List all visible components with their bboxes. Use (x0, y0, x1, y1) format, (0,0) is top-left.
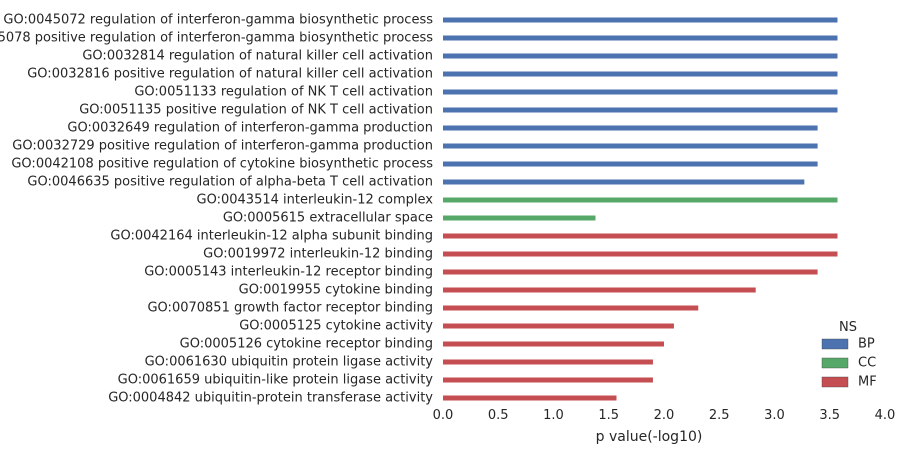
y-tick-label: GO:0032816 positive regulation of natura… (27, 67, 433, 82)
bar-mf (443, 233, 838, 239)
bar-bp (443, 71, 838, 77)
legend-label-cc: CC (858, 356, 876, 371)
bar-bp (443, 143, 818, 149)
y-tick-label: GO:0042108 positive regulation of cytoki… (11, 157, 433, 172)
y-tick-label: GO:0046635 positive regulation of alpha-… (27, 175, 433, 190)
y-tick-label: GO:0005615 extracellular space (223, 211, 433, 226)
y-tick-label: GO:0032729 positive regulation of interf… (12, 139, 433, 154)
y-tick-label: GO:0051135 positive regulation of NK T c… (79, 103, 433, 118)
x-axis-label: p value(-log10) (596, 429, 703, 445)
bar-mf (443, 377, 653, 383)
legend-label-bp: BP (858, 337, 875, 352)
bar-bp (443, 125, 818, 131)
bar-mf (443, 359, 653, 365)
x-tick-label: 0.0 (433, 408, 454, 423)
y-tick-label: GO:0042164 interleukin-12 alpha subunit … (110, 229, 433, 244)
y-tick-label: GO:0019955 cytokine binding (239, 283, 433, 298)
bar-bp (443, 179, 805, 185)
y-tick-label: GO:0004842 ubiquitin-protein transferase… (108, 391, 433, 406)
y-tick-label: GO:0070851 growth factor receptor bindin… (147, 301, 433, 316)
bar-bp (443, 53, 838, 59)
bar-bp (443, 89, 838, 95)
legend-swatch-bp (821, 338, 849, 350)
bar-mf (443, 323, 674, 329)
bar-bp (443, 35, 838, 41)
y-tick-label: GO:0045078 positive regulation of interf… (0, 31, 433, 46)
bar-bp (443, 161, 818, 167)
bar-mf (443, 395, 617, 401)
bar-bp (443, 17, 838, 23)
x-tick-label: 1.0 (543, 408, 564, 423)
bars-group (443, 17, 838, 401)
y-tick-label: GO:0061659 ubiquitin-like protein ligase… (118, 373, 434, 388)
x-tick-label: 4.0 (875, 408, 896, 423)
legend-swatch-mf (821, 376, 849, 388)
y-tick-label: GO:0032814 regulation of natural killer … (82, 49, 433, 64)
y-tick-labels: GO:0045072 regulation of interferon-gamm… (0, 13, 433, 406)
y-tick-label: GO:0043514 interleukin-12 complex (197, 193, 434, 208)
x-tick-label: 2.5 (709, 408, 730, 423)
bar-cc (443, 197, 838, 203)
legend-title: NS (839, 320, 857, 335)
bar-mf (443, 305, 699, 311)
bar-bp (443, 107, 838, 113)
y-tick-label: GO:0051133 regulation of NK T cell activ… (134, 85, 433, 100)
y-tick-label: GO:0019972 interleukin-12 binding (203, 247, 433, 262)
x-tick-labels: 0.0 0.5 1.0 1.5 2.0 2.5 3.0 3.5 4.0 (433, 408, 896, 423)
y-tick-label: GO:0032649 regulation of interferon-gamm… (67, 121, 433, 136)
y-tick-label: GO:0005143 interleukin-12 receptor bindi… (144, 265, 433, 280)
y-tick-label: GO:0061630 ubiquitin protein ligase acti… (145, 355, 434, 370)
y-tick-label: GO:0005126 cytokine receptor binding (180, 337, 433, 352)
legend: NS BP CC MF (821, 320, 877, 390)
bar-mf (443, 251, 838, 257)
x-tick-label: 3.5 (819, 408, 840, 423)
x-tick-label: 1.5 (598, 408, 619, 423)
bar-mf (443, 287, 756, 293)
legend-swatch-cc (821, 357, 849, 369)
x-tick-label: 3.0 (764, 408, 785, 423)
bar-cc (443, 215, 596, 221)
y-tick-label: GO:0005125 cytokine activity (239, 319, 433, 334)
y-tick-label: GO:0045072 regulation of interferon-gamm… (3, 13, 433, 28)
bar-mf (443, 269, 818, 275)
bar-mf (443, 341, 664, 347)
x-tick-label: 2.0 (654, 408, 675, 423)
x-tick-label: 0.5 (488, 408, 509, 423)
legend-label-mf: MF (858, 375, 877, 390)
